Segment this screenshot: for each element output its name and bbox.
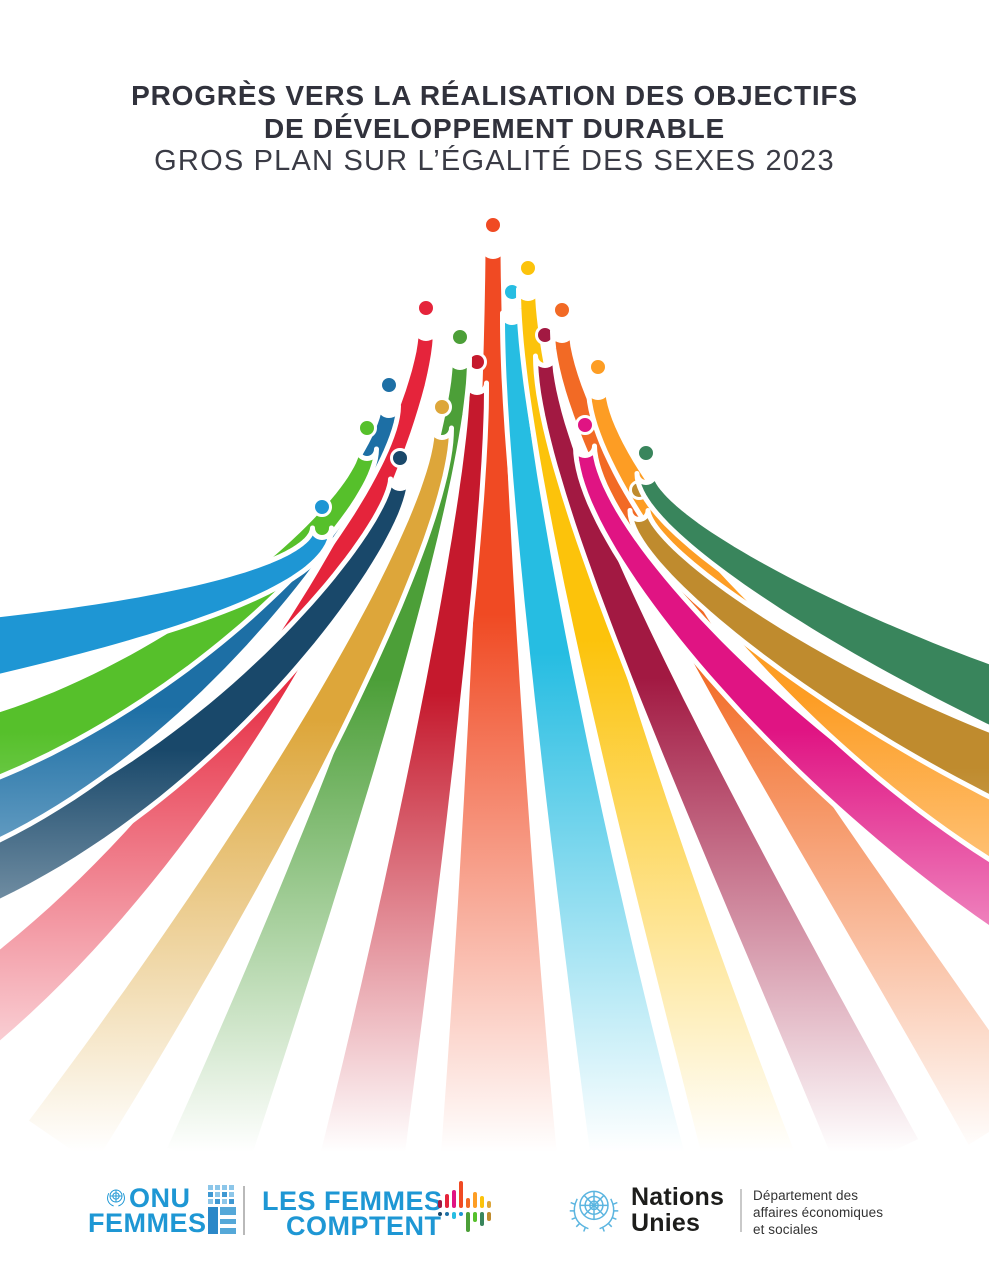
cover-title: PROGRÈS VERS LA RÉALISATION DES OBJECTIF…	[0, 79, 989, 178]
un-women-flag-icon	[208, 1185, 236, 1234]
sdg-ribbon-dot-4	[390, 448, 410, 468]
un-emblem-icon	[566, 1182, 622, 1238]
sdg-ribbon-dot-15	[588, 357, 608, 377]
logo-divider-1	[243, 1186, 245, 1235]
nations-unies-logo-text: Nations Unies	[631, 1184, 724, 1236]
sdg-ribbon-6	[22, 397, 454, 1172]
sdg-ribbon-dot-1	[312, 497, 332, 517]
sdg-ribbon-dot-9	[483, 215, 503, 235]
department-text: Département des affaires économiques et …	[753, 1187, 883, 1238]
sdg-ribbon-dot-3	[379, 375, 399, 395]
sdg-ribbon-dot-17	[636, 443, 656, 463]
title-line-2: DE DÉVELOPPEMENT DURABLE	[263, 113, 726, 144]
sdg-ribbon-4	[0, 448, 412, 904]
sdg-ribbon-dot-6	[432, 397, 452, 417]
un-emblem-small-icon	[104, 1186, 128, 1210]
title-line-1: PROGRÈS VERS LA RÉALISATION DES OBJECTIF…	[131, 80, 858, 111]
department-line-3: et sociales	[753, 1222, 818, 1237]
nations-unies-line-2: Unies	[631, 1209, 701, 1237]
women-count-equalizer-icon	[438, 1181, 491, 1232]
title-subtitle: GROS PLAN SUR L’ÉGALITÉ DES SEXES 2023	[154, 145, 835, 177]
nations-unies-line-1: Nations	[631, 1183, 725, 1211]
department-line-1: Département des	[753, 1188, 859, 1203]
femmes-comptent-logo-text-1: LES FEMMES	[262, 1186, 443, 1216]
onu-femmes-logo-text-2: FEMMES	[88, 1208, 207, 1238]
sdg-ribbon-8	[313, 352, 489, 1181]
sdg-ribbon-2	[0, 418, 379, 780]
sdg-ribbon-17	[634, 443, 989, 731]
sdg-ribbon-dot-7	[450, 327, 470, 347]
sdg-ribbon-dot-11	[518, 258, 538, 278]
sdg-ribbon-dot-13	[552, 300, 572, 320]
sdg-ribbon-dot-2	[357, 418, 377, 438]
logo-divider-2	[740, 1189, 742, 1232]
sdg-ribbon-dot-5	[416, 298, 436, 318]
department-line-2: affaires économiques	[753, 1205, 884, 1220]
onu-femmes-logo-text-1: ONU	[129, 1183, 191, 1213]
sdg-ribbon-1	[0, 497, 334, 679]
femmes-comptent-logo-text-2: COMPTENT	[286, 1211, 442, 1241]
